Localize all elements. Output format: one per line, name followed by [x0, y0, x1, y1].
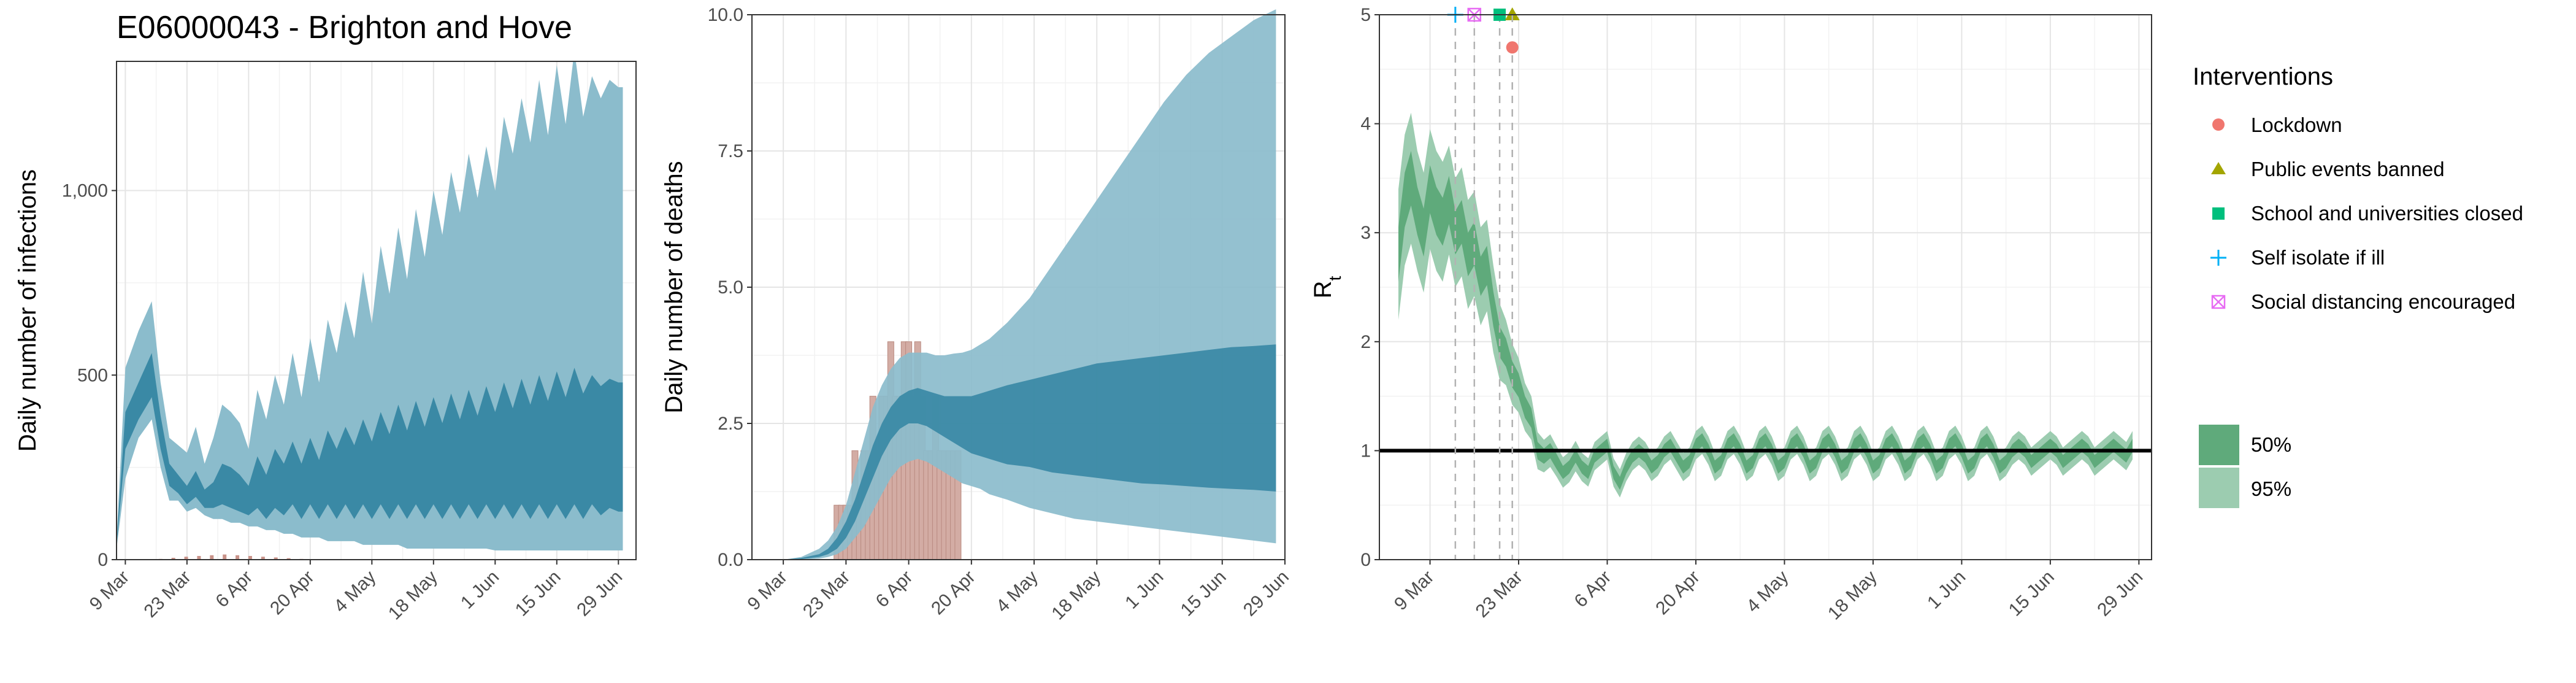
deaths-x-tick-label: 1 Jun: [1121, 567, 1167, 613]
legend-item-public-events: Public events banned: [2251, 158, 2445, 180]
deaths-x-tick-label: 23 Mar: [799, 567, 854, 622]
infections-y-tick-label: 1,000: [62, 181, 108, 201]
infections-y-tick-label: 0: [98, 550, 108, 570]
infections-observed-bar: [286, 558, 291, 560]
rt-y-tick-label: 1: [1360, 441, 1371, 461]
deaths-y-tick-label: 0.0: [718, 550, 743, 570]
infections-observed-bar: [223, 554, 227, 560]
deaths-x-tick-label: 4 May: [992, 567, 1042, 617]
deaths-y-axis-title: Daily number of deaths: [661, 161, 688, 413]
legend-item-schools: School and universities closed: [2251, 202, 2523, 225]
public-events-triangle-icon: [2211, 162, 2226, 174]
self-isolate-plus-icon: [2210, 250, 2226, 266]
schools-square-icon: [2212, 207, 2225, 220]
infections-x-tick-label: 20 Apr: [266, 567, 318, 619]
legend-item-lockdown: Lockdown: [2251, 114, 2342, 136]
infections-observed-bar: [171, 557, 175, 560]
rt-y-tick-label: 0: [1360, 550, 1371, 570]
deaths-x-tick-label: 29 Jun: [1240, 567, 1293, 620]
rt-x-tick-label: 23 Mar: [1472, 567, 1527, 622]
deaths-ci50-band: [783, 344, 1276, 560]
infections-observed-bar: [248, 555, 252, 560]
interventions-legend: Interventions Lockdown Public events ban…: [2193, 63, 2523, 508]
legend-title: Interventions: [2193, 63, 2333, 90]
infections-x-tick-label: 4 May: [330, 567, 380, 617]
rt-x-tick-label: 4 May: [1742, 567, 1792, 617]
rt-x-tick-label: 9 Mar: [1390, 567, 1438, 615]
infections-x-tick-label: 1 Jun: [457, 567, 503, 613]
legend-band-50: 50%: [2251, 433, 2291, 456]
rt-x-tick-label: 1 Jun: [1923, 567, 1969, 613]
rt-ci50-band: [1398, 151, 2133, 490]
rt-y-tick-label: 4: [1360, 114, 1371, 134]
infections-x-tick-label: 9 Mar: [86, 567, 134, 615]
public-events-triangle-icon: [1505, 7, 1520, 20]
infections-x-tick-label: 6 Apr: [212, 567, 256, 612]
rt-x-tick-label: 15 Jun: [2005, 567, 2058, 620]
lockdown-circle-icon: [1506, 41, 1519, 54]
rt-panel-border: [1379, 14, 2152, 560]
infections-y-tick-label: 500: [77, 365, 108, 385]
legend-band-95: 95%: [2251, 477, 2291, 500]
legend-item-social-distancing: Social distancing encouraged: [2251, 290, 2515, 313]
deaths-x-tick-label: 18 May: [1048, 567, 1105, 624]
rt-x-tick-label: 29 Jun: [2093, 567, 2147, 620]
infections-ci50-band: [117, 353, 623, 546]
infections-observed-bar: [261, 557, 265, 560]
rt-y-tick-label: 5: [1360, 5, 1371, 25]
infections-x-tick-label: 29 Jun: [573, 567, 626, 620]
ci50-swatch: [2199, 425, 2239, 465]
infections-panel-border: [116, 61, 637, 560]
deaths-x-tick-label: 20 Apr: [927, 567, 979, 619]
deaths-x-tick-label: 9 Mar: [744, 567, 792, 615]
rt-x-tick-label: 20 Apr: [1652, 567, 1704, 619]
social-distancing-boxed-x-icon: [2211, 295, 2226, 309]
infections-y-axis-title: Daily number of infections: [14, 169, 41, 452]
deaths-panel: 0.0 2.5 5.0 7.5 10.0 9 Mar 23 Mar 6 Apr 20 Apr 4 …: [661, 5, 1293, 624]
infections-observed-bar: [184, 557, 188, 560]
deaths-y-tick-label: 7.5: [718, 141, 743, 161]
deaths-y-tick-label: 10.0: [708, 5, 743, 25]
deaths-x-tick-label: 15 Jun: [1177, 567, 1230, 620]
infections-x-tick-label: 18 May: [385, 567, 442, 624]
lockdown-circle-icon: [2212, 118, 2225, 131]
figure-title: E06000043 - Brighton and Hove: [117, 10, 572, 45]
deaths-y-tick-label: 5.0: [718, 277, 743, 298]
rt-y-axis-title: Rt: [1309, 276, 1344, 298]
infections-observed-bar: [197, 555, 201, 560]
rt-x-tick-label: 6 Apr: [1571, 567, 1616, 612]
rt-panel: 0 1 2 3 4 5 9 Mar 23 Mar 6 Apr 20 Apr 4 May 18 May 1…: [1309, 5, 2152, 624]
infections-x-tick-label: 15 Jun: [512, 567, 565, 620]
infections-panel: 0 500 1,000 9 Mar 23 Mar 6 Apr 20 Apr 4 May 18 M…: [14, 61, 637, 624]
rt-y-tick-label: 3: [1360, 223, 1371, 243]
deaths-x-tick-label: 6 Apr: [872, 567, 917, 612]
infections-x-tick-label: 23 Mar: [140, 567, 194, 622]
infections-observed-bar: [210, 555, 214, 560]
ci95-swatch: [2199, 468, 2239, 508]
infections-observed-bar: [274, 557, 278, 560]
legend-item-self-isolate: Self isolate if ill: [2251, 246, 2385, 269]
deaths-y-tick-label: 2.5: [718, 414, 743, 434]
infections-observed-bar: [236, 555, 240, 560]
rt-y-tick-label: 2: [1360, 332, 1371, 352]
rt-x-tick-label: 18 May: [1824, 567, 1881, 624]
